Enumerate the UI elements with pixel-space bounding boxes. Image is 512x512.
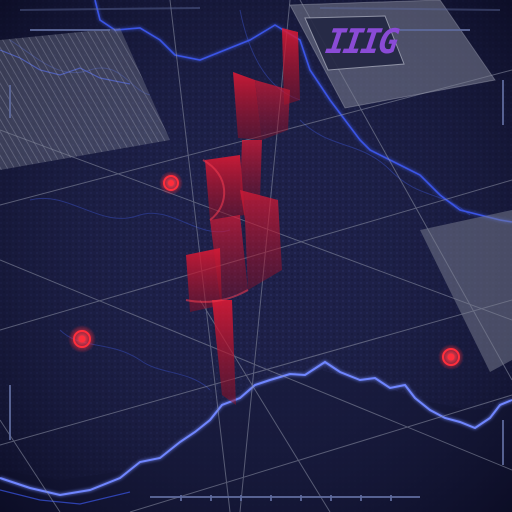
target-marker-3[interactable] (438, 344, 464, 370)
northern-border (94, 0, 512, 223)
hud-frame (9, 7, 504, 498)
hud-panel-left (0, 28, 170, 170)
hologram-ribbon (185, 28, 300, 405)
logo-panel (304, 15, 405, 71)
southern-border-secondary (0, 489, 131, 505)
target-marker-2[interactable] (68, 325, 96, 353)
hud-ticks (180, 495, 392, 501)
southern-border (0, 360, 512, 497)
logo-glyph-icon: IIIG (323, 22, 399, 62)
hud-panel-right (420, 210, 512, 372)
target-marker-1[interactable] (159, 171, 183, 195)
